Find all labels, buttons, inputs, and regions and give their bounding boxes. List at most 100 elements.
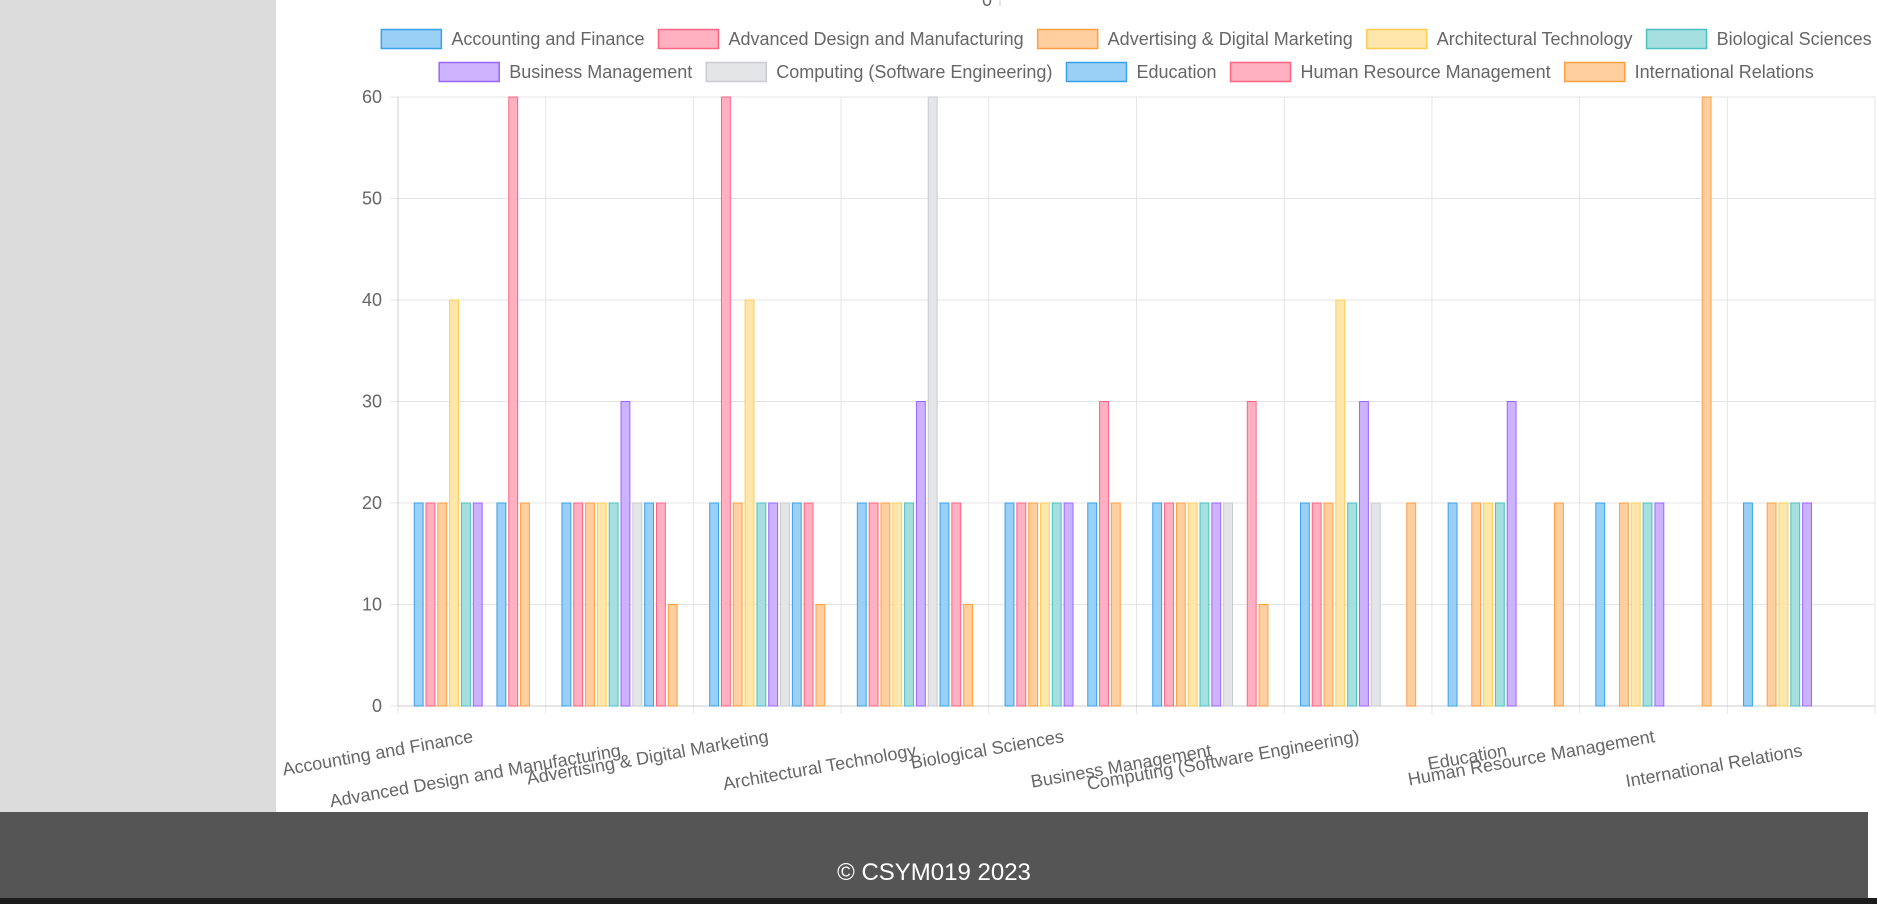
- bar-architectural-technology-international-relations: [1778, 502, 1789, 707]
- bar-architectural-technology-computing-software-engineering: [1335, 299, 1346, 707]
- footer-copyright: © CSYM019 2023: [837, 859, 1031, 886]
- legend-label: Accounting and Finance: [451, 29, 644, 49]
- legend-label: Architectural Technology: [1437, 29, 1633, 49]
- legend-item-architectural-technology[interactable]: Architectural Technology: [1366, 28, 1633, 50]
- legend-item-international-relations[interactable]: International Relations: [1563, 61, 1814, 83]
- bar-advanced-design-and-manufacturing-accounting-and-finance: [425, 502, 436, 707]
- legend-item-business-management[interactable]: Business Management: [438, 61, 692, 83]
- bar-advanced-design-and-manufacturing-advertising-and-digital-marketing: [720, 96, 731, 707]
- legend-item-advertising-and-digital-marketing[interactable]: Advertising & Digital Marketing: [1036, 28, 1353, 50]
- bar-biological-sciences-computing-software-engineering: [1347, 502, 1358, 707]
- bar-international-relations-accounting-and-finance: [520, 502, 530, 707]
- bar-education-biological-sciences: [1087, 502, 1098, 707]
- bar-biological-sciences-business-management: [1199, 502, 1210, 707]
- bar-business-management-advanced-design-and-manufacturing: [620, 401, 631, 707]
- y-tick-label: 0: [372, 696, 382, 716]
- bar-international-relations-education: [1553, 502, 1564, 707]
- bar-human-resource-management-architectural-technology: [951, 502, 962, 707]
- legend-label: Business Management: [509, 62, 692, 82]
- bar-education-accounting-and-finance: [496, 502, 507, 707]
- bar-computing-software-engineering-business-management: [1223, 502, 1234, 707]
- bar-international-relations-advertising-and-digital-marketing: [815, 604, 826, 707]
- legend-swatch: [1229, 61, 1292, 83]
- bar-accounting-and-finance-human-resource-management: [1595, 502, 1606, 707]
- bar-human-resource-management-advertising-and-digital-marketing: [803, 502, 814, 707]
- legend-label: Human Resource Management: [1301, 62, 1551, 82]
- bar-accounting-and-finance-advertising-and-digital-marketing: [709, 502, 720, 707]
- y-tick-label: 20: [362, 493, 382, 513]
- page-footer: © CSYM019 2023: [0, 812, 1868, 898]
- bar-human-resource-management-advanced-design-and-manufacturing: [655, 502, 666, 707]
- legend-swatch: [657, 28, 720, 50]
- legend-swatch: [1366, 28, 1428, 50]
- legend-item-education[interactable]: Education: [1065, 61, 1217, 83]
- y-tick-label: 40: [362, 290, 382, 310]
- bar-business-management-education: [1506, 401, 1517, 707]
- bar-biological-sciences-education: [1494, 502, 1505, 707]
- legend-item-advanced-design-and-manufacturing[interactable]: Advanced Design and Manufacturing: [657, 28, 1024, 50]
- bar-international-relations-biological-sciences: [1110, 502, 1121, 707]
- bar-biological-sciences-advanced-design-and-manufacturing: [608, 502, 619, 707]
- bar-accounting-and-finance-international-relations: [1743, 502, 1753, 707]
- bar-accounting-and-finance-advanced-design-and-manufacturing: [561, 502, 572, 707]
- legend-swatch: [1563, 61, 1626, 83]
- bar-computing-software-engineering-architectural-technology: [927, 96, 938, 707]
- previous-chart-zero-tick: 0: [982, 0, 992, 10]
- bar-business-management-human-resource-management: [1654, 502, 1665, 707]
- bar-architectural-technology-human-resource-management: [1630, 502, 1641, 707]
- legend-label: Advanced Design and Manufacturing: [728, 29, 1023, 49]
- y-tick-label: 30: [362, 392, 382, 412]
- bar-education-advanced-design-and-manufacturing: [644, 502, 655, 707]
- bar-accounting-and-finance-architectural-technology: [856, 502, 867, 707]
- bar-business-management-international-relations: [1802, 502, 1812, 707]
- bar-architectural-technology-advanced-design-and-manufacturing: [596, 502, 607, 707]
- bar-biological-sciences-accounting-and-finance: [461, 502, 471, 707]
- bar-international-relations-human-resource-management: [1701, 96, 1712, 707]
- bar-human-resource-management-biological-sciences: [1099, 401, 1109, 707]
- bar-advertising-and-digital-marketing-computing-software-engineering: [1323, 502, 1334, 707]
- bar-business-management-computing-software-engineering: [1359, 401, 1369, 707]
- y-tick-label: 10: [362, 595, 382, 615]
- bar-advertising-and-digital-marketing-advertising-and-digital-marketing: [732, 502, 743, 707]
- bar-advanced-design-and-manufacturing-architectural-technology: [868, 502, 879, 707]
- bar-education-architectural-technology: [939, 502, 950, 707]
- bar-accounting-and-finance-education: [1447, 502, 1458, 707]
- bar-international-relations-business-management: [1258, 604, 1269, 707]
- bar-biological-sciences-biological-sciences: [1051, 502, 1062, 707]
- legend-swatch: [1645, 28, 1708, 50]
- bar-biological-sciences-advertising-and-digital-marketing: [756, 502, 767, 707]
- bar-advertising-and-digital-marketing-international-relations: [1766, 502, 1777, 707]
- legend-item-human-resource-management[interactable]: Human Resource Management: [1229, 61, 1551, 83]
- bar-international-relations-computing-software-engineering: [1406, 502, 1417, 707]
- legend-item-biological-sciences[interactable]: Biological Sciences: [1645, 28, 1872, 50]
- legend-item-computing-software-engineering[interactable]: Computing (Software Engineering): [705, 61, 1052, 83]
- legend-swatch: [1036, 28, 1099, 50]
- y-axis-ticks: 0 10 20 30 40 50 60: [362, 87, 382, 716]
- legend-item-accounting-and-finance[interactable]: Accounting and Finance: [380, 28, 644, 50]
- right-edge: [1868, 0, 1877, 812]
- bar-human-resource-management-business-management: [1246, 401, 1257, 707]
- bar-accounting-and-finance-accounting-and-finance: [413, 502, 424, 707]
- bar-accounting-and-finance-business-management: [1152, 502, 1163, 707]
- legend-label: Education: [1136, 62, 1216, 82]
- bar-advanced-design-and-manufacturing-biological-sciences: [1016, 502, 1027, 707]
- bar-education-advertising-and-digital-marketing: [791, 502, 802, 707]
- bar-advertising-and-digital-marketing-human-resource-management: [1618, 502, 1629, 707]
- legend-label: Computing (Software Engineering): [776, 62, 1052, 82]
- x-tick-label-biological-sciences: Biological Sciences: [909, 726, 1065, 773]
- legend-swatch: [438, 61, 500, 83]
- bar-business-management-advertising-and-digital-marketing: [768, 502, 779, 707]
- y-tick-label: 60: [362, 87, 382, 107]
- bar-business-management-biological-sciences: [1063, 502, 1074, 707]
- bar-architectural-technology-advertising-and-digital-marketing: [744, 299, 755, 707]
- bar-computing-software-engineering-advanced-design-and-manufacturing: [632, 502, 643, 707]
- chart-legend[interactable]: Accounting and Finance Advanced Design an…: [380, 28, 1872, 83]
- bar-chart: 0 Accounting and Finance Advanced Design …: [281, 0, 1876, 811]
- bar-computing-software-engineering-advertising-and-digital-marketing: [780, 502, 790, 707]
- bar-business-management-business-management: [1211, 502, 1222, 707]
- bar-international-relations-advanced-design-and-manufacturing: [667, 604, 678, 707]
- y-tick-label: 50: [362, 189, 382, 209]
- legend-label: Advertising & Digital Marketing: [1108, 29, 1353, 49]
- bottom-bar: [0, 898, 1877, 904]
- bar-advertising-and-digital-marketing-advanced-design-and-manufacturing: [585, 502, 595, 707]
